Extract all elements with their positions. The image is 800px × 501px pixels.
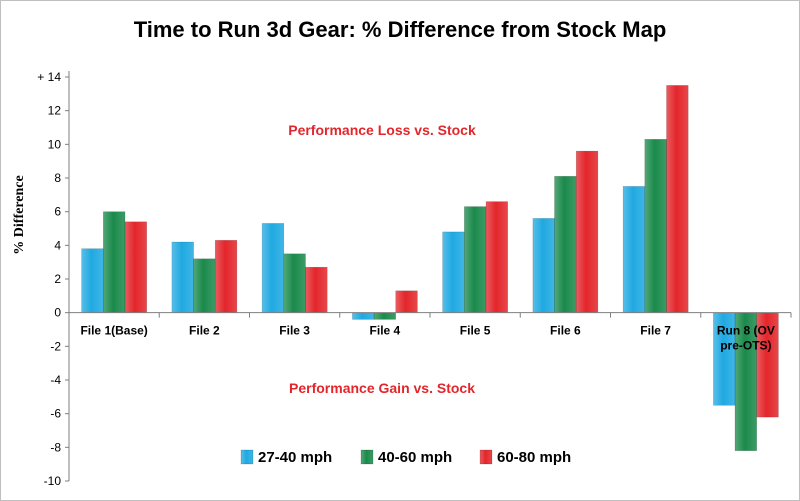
y-tick-label: 4	[54, 238, 61, 252]
legend-swatch	[479, 449, 493, 465]
legend-label: 60-80 mph	[497, 449, 571, 466]
legend-swatch	[360, 449, 374, 465]
bar-40-60-mph-4	[464, 206, 487, 313]
y-axis-ticks: + 14 12 10 8 6 4 2 0 -2 -4 -6 -8 -10	[37, 70, 69, 488]
y-tick-label: 6	[54, 205, 61, 219]
y-tick-label: -4	[50, 373, 61, 387]
legend-swatch	[240, 449, 254, 465]
bar-40-60-mph-1	[193, 258, 216, 313]
chart-title: Time to Run 3d Gear: % Difference from S…	[134, 17, 667, 42]
legend-label: 27-40 mph	[258, 449, 332, 466]
x-tick-label: File 7	[640, 324, 671, 338]
bar-27-40-mph-5	[532, 218, 555, 313]
bar-27-40-mph-0	[81, 248, 104, 313]
y-axis-label: % Difference	[12, 175, 27, 254]
bar-60-80-mph-0	[124, 221, 147, 313]
bar-27-40-mph-3	[352, 312, 375, 320]
y-tick-label: -8	[50, 440, 61, 454]
x-tick-label: File 3	[279, 324, 310, 338]
x-tick-label: File 5	[460, 324, 491, 338]
bar-27-40-mph-1	[171, 241, 194, 313]
legend: 27-40 mph 40-60 mph 60-80 mph	[240, 449, 571, 466]
x-tick-label: File 1(Base)	[80, 324, 147, 338]
bar-60-80-mph-6	[666, 85, 689, 313]
bar-60-80-mph-1	[214, 240, 238, 313]
bar-60-80-mph-3	[395, 290, 418, 313]
x-tick-label: Run 8 (OV pre-OTS)	[717, 324, 775, 353]
y-tick-label: 0	[54, 306, 61, 320]
y-tick-label: 2	[54, 272, 61, 286]
axes	[68, 71, 792, 481]
bar-60-80-mph-4	[485, 201, 508, 313]
bar-60-80-mph-2	[305, 266, 328, 313]
y-tick-label: 8	[54, 171, 61, 185]
y-tick-label: -10	[44, 474, 62, 488]
legend-label: 40-60 mph	[378, 449, 452, 466]
y-tick-label: 10	[48, 137, 62, 151]
y-tick-label: -2	[50, 339, 61, 353]
bar-40-60-mph-0	[103, 211, 126, 313]
bar-40-60-mph-6	[644, 139, 667, 313]
x-tick-label: File 4	[370, 324, 401, 338]
bar-27-40-mph-6	[622, 186, 646, 313]
x-tick-label: File 2	[189, 324, 220, 338]
bar-27-40-mph-4	[442, 231, 465, 313]
bar-60-80-mph-5	[575, 150, 599, 313]
category-labels: File 1(Base) File 2 File 3 File 4 File 5 File…	[80, 324, 774, 353]
bar-40-60-mph-5	[554, 176, 577, 313]
bar-40-60-mph-3	[373, 312, 396, 320]
x-tick-label: File 6	[550, 324, 581, 338]
bars	[81, 85, 779, 451]
y-tick-label: -6	[50, 407, 61, 421]
y-tick-label: 12	[48, 104, 62, 118]
annotation-performance-gain: Performance Gain vs. Stock	[289, 380, 475, 396]
bar-40-60-mph-2	[283, 253, 306, 313]
bar-27-40-mph-2	[261, 223, 285, 313]
annotation-performance-loss: Performance Loss vs. Stock	[288, 122, 476, 138]
y-tick-label: + 14	[37, 70, 61, 84]
